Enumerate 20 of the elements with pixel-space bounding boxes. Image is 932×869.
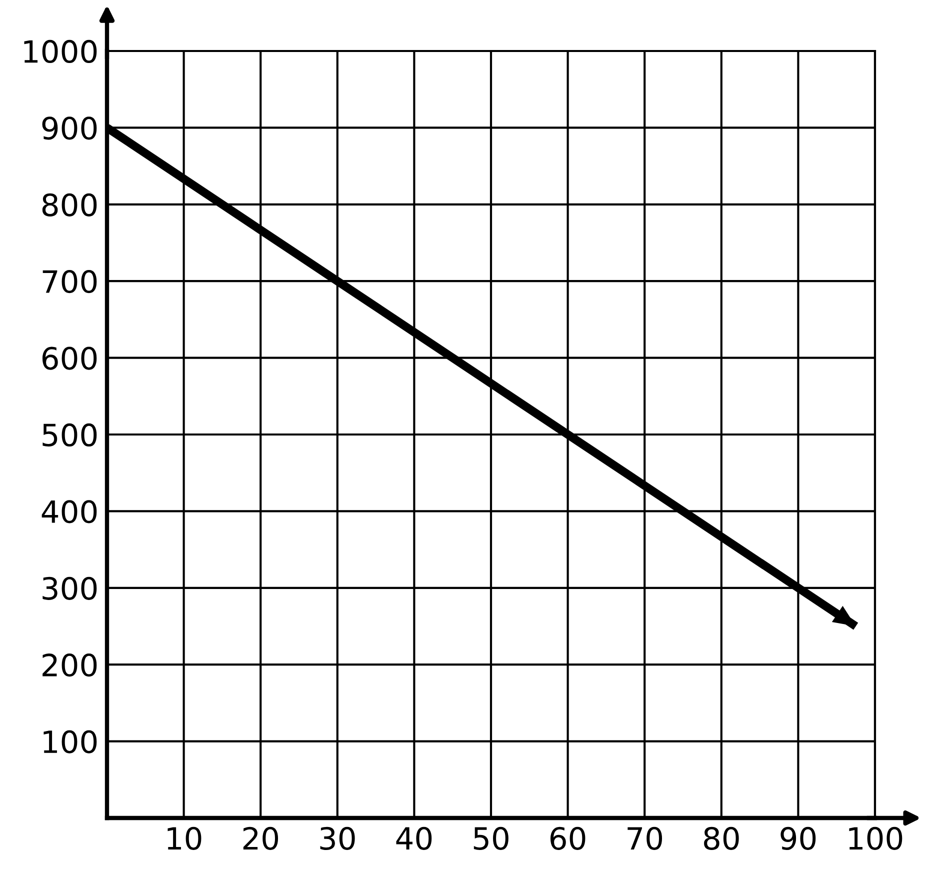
y-tick-label: 600: [42, 346, 97, 370]
x-tick-label: 20: [243, 826, 278, 850]
y-tick-label: 400: [42, 500, 97, 524]
y-tick-label: 800: [42, 193, 97, 216]
y-tick-label: 200: [42, 654, 97, 677]
x-tick-label: 60: [550, 826, 586, 850]
y-tick-label: 300: [42, 576, 97, 600]
x-tick-label: 90: [780, 826, 816, 850]
y-tick-label: 900: [42, 116, 97, 140]
y-tick-label: 500: [42, 423, 97, 447]
x-tick-label: 80: [704, 826, 739, 850]
x-tick-label: 40: [396, 826, 432, 850]
x-tick-label: 10: [168, 826, 202, 850]
x-tick-label: 50: [474, 826, 508, 850]
x-tick-label: 100: [849, 826, 902, 850]
x-tick-label: 70: [628, 826, 662, 850]
y-tick-label: 100: [44, 730, 97, 754]
x-tick-label: 30: [320, 826, 355, 850]
y-tick-label: 700: [42, 270, 97, 294]
y-tick-label: 1000: [24, 40, 97, 64]
